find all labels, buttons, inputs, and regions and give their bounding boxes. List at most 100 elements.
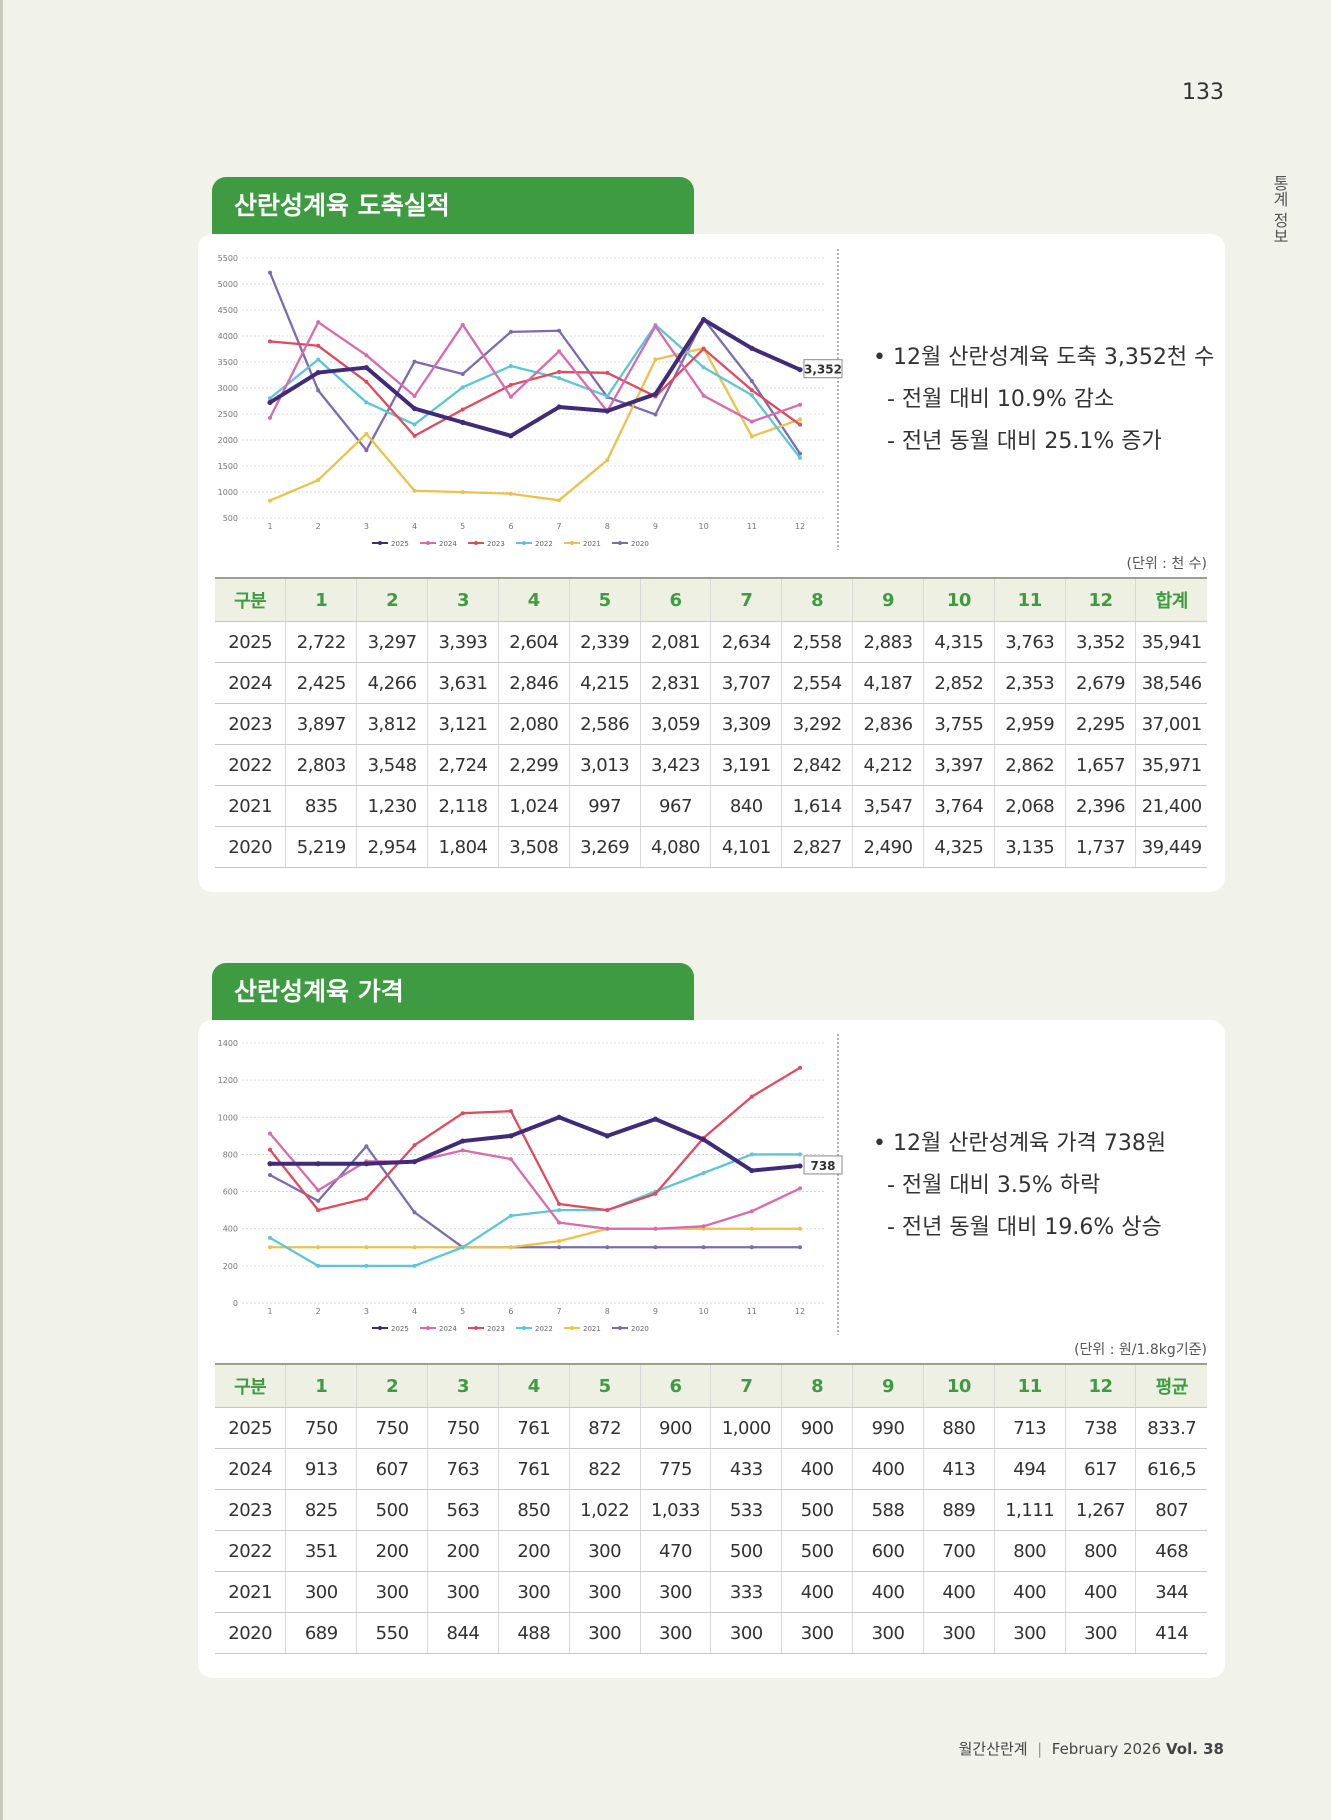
table-cell: 2,722	[285, 621, 357, 663]
legend-dot	[522, 541, 526, 545]
x-tick-label: 5	[460, 1307, 465, 1316]
point	[316, 388, 321, 393]
header-cell: 8	[781, 1363, 853, 1408]
point	[604, 408, 610, 414]
point	[605, 1208, 610, 1213]
table-cell: 997	[568, 785, 641, 827]
point	[605, 370, 610, 375]
legend-label: 2023	[487, 1325, 505, 1333]
table-cell: 807	[1135, 1489, 1207, 1531]
y-tick-label: 1200	[218, 1076, 238, 1085]
legend-dot	[378, 541, 382, 545]
table-cell: 889	[922, 1489, 995, 1531]
point	[412, 1263, 417, 1268]
footer: 월간산란계 | February 2026 Vol. 38	[959, 1738, 1224, 1759]
series-line	[269, 1153, 800, 1268]
point	[460, 1138, 466, 1144]
header-row: 구분 1 2 3 4 5 6 7 8 9 10 11 12 합계	[215, 577, 1207, 622]
table-cell: 468	[1135, 1530, 1207, 1572]
table-cell: 300	[356, 1571, 428, 1613]
legend-label: 2022	[535, 540, 553, 548]
table-cell: 761	[497, 1407, 570, 1449]
point	[460, 1245, 465, 1250]
table-cell: 750	[356, 1407, 428, 1449]
header-cell: 3	[427, 1363, 499, 1408]
x-tick-label: 1	[267, 1307, 272, 1316]
table-cell: 1,737	[1064, 826, 1136, 868]
point	[460, 419, 466, 425]
table-row: 2025 2,722 3,297 3,393 2,604 2,339 2,081 2,634 2…	[215, 621, 1207, 663]
table-cell: 400	[852, 1571, 924, 1613]
point	[653, 1226, 658, 1231]
point	[268, 339, 272, 344]
table-cell: 2,846	[497, 662, 570, 704]
table-cell: 3,763	[993, 621, 1066, 663]
y-tick-label: 2000	[218, 436, 238, 445]
series-line	[270, 1227, 800, 1249]
x-tick-label: 6	[508, 522, 513, 531]
point	[460, 385, 465, 390]
table-cell: 844	[427, 1612, 499, 1654]
table-cell: 2025	[215, 1407, 286, 1449]
header-cell: 11	[993, 1363, 1066, 1408]
table-cell: 4,212	[852, 744, 924, 786]
table-cell: 1,230	[356, 785, 428, 827]
point	[557, 1202, 562, 1207]
header-cell: 평균	[1135, 1363, 1207, 1408]
x-tick-label: 2	[316, 522, 321, 531]
header-cell: 1	[285, 577, 357, 622]
value-label-box	[803, 1155, 843, 1175]
y-tick-label: 800	[223, 1150, 238, 1159]
table-cell: 967	[639, 785, 711, 827]
table-cell: 35,971	[1135, 744, 1207, 786]
table-cell: 617	[1064, 1448, 1136, 1490]
table-cell: 300	[852, 1612, 924, 1654]
point	[412, 488, 417, 493]
point	[749, 434, 754, 439]
x-tick-label: 9	[653, 1307, 658, 1316]
point	[508, 1109, 513, 1114]
table-cell: 2,724	[427, 744, 499, 786]
table-cell: 2,353	[993, 662, 1066, 704]
table-cell: 700	[922, 1530, 995, 1572]
header-cell: 2	[356, 1363, 428, 1408]
table-cell: 2,959	[993, 703, 1066, 745]
table-cell: 333	[710, 1571, 782, 1613]
table-cell: 2020	[215, 1612, 286, 1654]
point	[797, 367, 803, 373]
table-cell: 990	[852, 1407, 924, 1449]
point	[557, 1239, 562, 1244]
series-line	[269, 1066, 801, 1212]
x-tick-label: 2	[316, 1307, 321, 1316]
point	[411, 405, 418, 412]
point	[508, 1157, 513, 1162]
header-cell: 구분	[215, 577, 286, 622]
table-cell: 550	[356, 1612, 428, 1654]
header-cell: 6	[639, 1363, 711, 1408]
point	[701, 317, 707, 323]
legend-dot	[618, 541, 622, 545]
point	[701, 1224, 706, 1229]
table-cell: 2021	[215, 1571, 286, 1613]
table-cell: 563	[427, 1489, 499, 1531]
table-cell: 822	[568, 1448, 641, 1490]
table-cell: 533	[710, 1489, 782, 1531]
y-tick-label: 3500	[218, 358, 238, 367]
table-cell: 3,292	[781, 703, 853, 745]
point	[798, 417, 802, 422]
point	[605, 394, 610, 399]
bullet: • 12월 산란성계육 가격 738원	[873, 1131, 1167, 1156]
legend-label: 2023	[487, 540, 505, 548]
table-cell: 400	[781, 1448, 853, 1490]
point	[557, 498, 562, 503]
table-cell: 400	[1064, 1571, 1136, 1613]
page-number: 133	[1182, 80, 1224, 105]
point	[652, 391, 659, 397]
x-tick-label: 12	[795, 1307, 805, 1316]
series-line	[268, 317, 801, 438]
table-cell: 300	[1064, 1612, 1136, 1654]
table-cell: 3,297	[356, 621, 428, 663]
table-cell: 2025	[215, 621, 286, 663]
table-cell: 470	[639, 1530, 711, 1572]
